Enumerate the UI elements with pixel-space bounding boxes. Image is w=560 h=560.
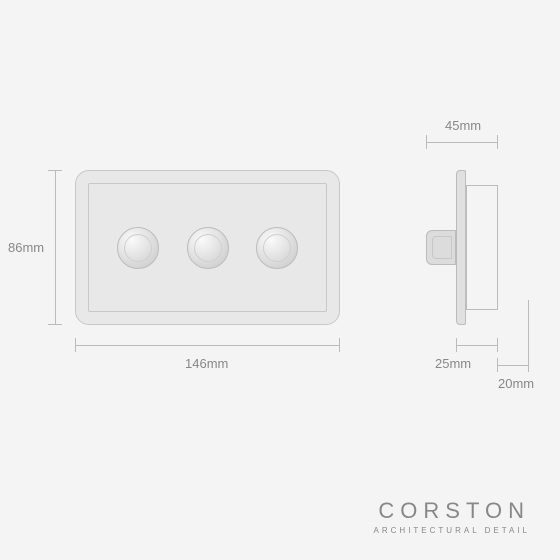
- dim-extension: [528, 300, 529, 372]
- brand-name: CORSTON: [374, 498, 530, 524]
- brand-block: CORSTON ARCHITECTURAL DETAIL: [374, 498, 530, 535]
- dim-line-horizontal: [497, 365, 529, 366]
- dim-label-height: 86mm: [8, 240, 44, 255]
- dim-tick: [48, 324, 62, 325]
- dim-line-horizontal: [426, 142, 498, 143]
- dim-label-width: 146mm: [185, 356, 228, 371]
- brand-tagline: ARCHITECTURAL DETAIL: [374, 526, 530, 535]
- dim-line-horizontal: [456, 345, 498, 346]
- side-view: [418, 150, 518, 350]
- dim-tick: [497, 338, 498, 352]
- side-knob: [426, 230, 456, 265]
- dimmer-knob: [187, 227, 229, 269]
- dim-tick: [497, 135, 498, 149]
- technical-drawing: 86mm 146mm 45mm 25mm 20mm CORSTON ARCHIT…: [0, 0, 560, 560]
- side-faceplate: [456, 170, 466, 325]
- dim-tick: [339, 338, 340, 352]
- front-plate: [75, 170, 340, 325]
- dim-label-knob-depth: 20mm: [498, 376, 534, 391]
- side-backbox: [466, 185, 498, 310]
- dim-line-vertical: [55, 170, 56, 325]
- dimmer-knob: [256, 227, 298, 269]
- front-inner-frame: [88, 183, 327, 312]
- dimmer-knob: [117, 227, 159, 269]
- dim-line-horizontal: [75, 345, 340, 346]
- dim-label-back-depth: 25mm: [435, 356, 471, 371]
- dim-label-total-depth: 45mm: [445, 118, 481, 133]
